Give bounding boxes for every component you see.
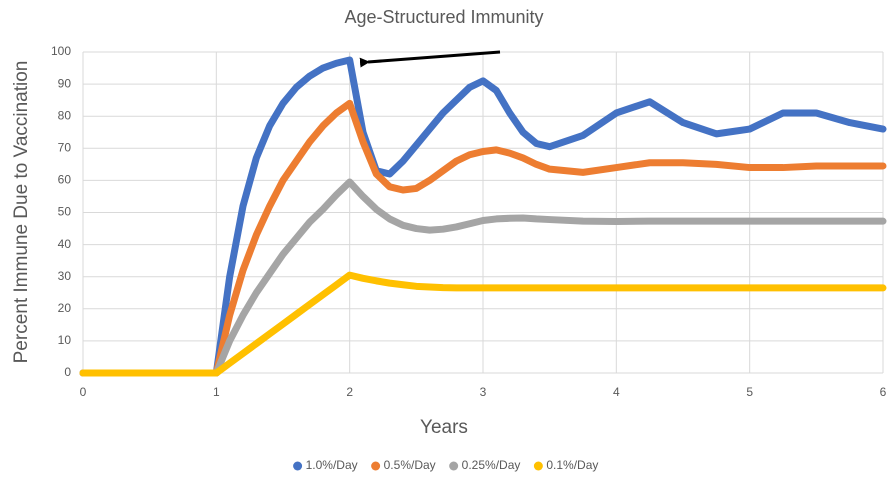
y-tick-label: 40 bbox=[58, 237, 72, 251]
legend-label: 0.1%/Day bbox=[546, 458, 598, 472]
y-tick-label: 0 bbox=[64, 365, 71, 379]
y-tick-label: 20 bbox=[58, 301, 72, 315]
series-line bbox=[79, 271, 887, 377]
legend-marker bbox=[371, 461, 381, 471]
legend-marker bbox=[449, 461, 459, 471]
chart-title: Age-Structured Immunity bbox=[344, 7, 543, 27]
x-tick-label: 4 bbox=[613, 385, 620, 399]
x-tick-label: 2 bbox=[346, 385, 353, 399]
y-tick-label: 100 bbox=[51, 44, 71, 58]
legend-item: 0.25%/Day bbox=[449, 458, 520, 472]
series-line bbox=[79, 178, 887, 377]
legend-item: 0.1%/Day bbox=[533, 458, 598, 472]
y-tick-label: 90 bbox=[58, 76, 72, 90]
legend-item: 0.5%/Day bbox=[371, 458, 436, 472]
grid: 0 10 20 30 40 50 60 70 80 90 100 0 1 2 3 4 5 6 bbox=[51, 44, 887, 399]
legend-label: 0.5%/Day bbox=[384, 458, 436, 472]
y-axis-label: Percent Immune Due to Vaccination bbox=[11, 61, 32, 364]
y-tick-label: 50 bbox=[58, 205, 72, 219]
y-tick-label: 10 bbox=[58, 333, 72, 347]
legend-marker bbox=[293, 461, 303, 471]
y-tick-label: 30 bbox=[58, 269, 72, 283]
x-tick-label: 5 bbox=[746, 385, 753, 399]
x-tick-label: 3 bbox=[480, 385, 487, 399]
series-line bbox=[79, 56, 887, 377]
series-line bbox=[79, 99, 887, 377]
annotation-arrow bbox=[359, 50, 501, 68]
legend-item: 1.0%/Day bbox=[293, 458, 358, 472]
lines bbox=[79, 56, 887, 377]
x-tick-label: 6 bbox=[880, 385, 887, 399]
legend-marker bbox=[533, 461, 543, 471]
legend-label: 0.25%/Day bbox=[462, 458, 521, 472]
x-tick-label: 0 bbox=[80, 385, 87, 399]
y-tick-label: 70 bbox=[58, 140, 72, 154]
legend-label: 1.0%/Day bbox=[306, 458, 358, 472]
y-tick-label: 80 bbox=[58, 108, 72, 122]
x-axis-label: Years bbox=[420, 417, 468, 438]
x-tick-label: 1 bbox=[213, 385, 220, 399]
legend: 1.0%/Day 0.5%/Day 0.25%/Day 0.1%/Day bbox=[293, 458, 598, 472]
y-tick-label: 60 bbox=[58, 173, 72, 187]
